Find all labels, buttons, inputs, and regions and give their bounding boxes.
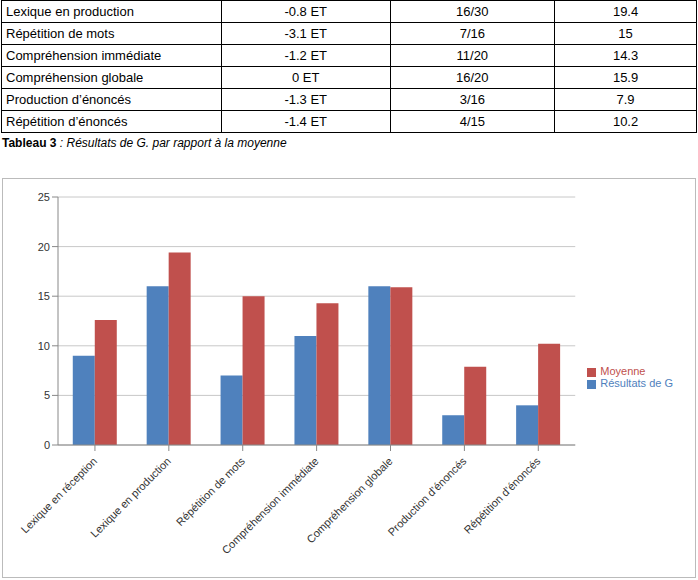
svg-text:Lexique en réception: Lexique en réception — [18, 455, 99, 536]
html-text:-1.2 ET: -1.2 ET — [284, 48, 327, 63]
html-text:Répétition d’énoncés: Répétition d’énoncés — [6, 114, 128, 129]
svg-text:0: 0 — [44, 439, 50, 451]
html-text:7.9: 7.9 — [616, 92, 635, 107]
html-text:Répétition de mots: Répétition de mots — [6, 26, 115, 41]
html-text:Tableau 3 : Résultats de G. pa: Tableau 3 : Résultats de G. par rapport … — [2, 136, 287, 150]
html-text:-1.3 ET: -1.3 ET — [284, 92, 327, 107]
svg-text:20: 20 — [38, 241, 50, 253]
html-text:19.4: 19.4 — [612, 4, 639, 19]
html-text:16/20: 16/20 — [456, 70, 489, 85]
html-text:10.2: 10.2 — [612, 114, 639, 129]
html-text:0 ET: 0 ET — [292, 70, 320, 85]
html-text:-0.8 ET: -0.8 ET — [284, 4, 327, 19]
svg-text:Répétition d’énoncés: Répétition d’énoncés — [461, 454, 542, 535]
svg-text:Production d’énoncés: Production d’énoncés — [385, 454, 469, 538]
html-text:Compréhension immédiate: Compréhension immédiate — [6, 48, 162, 63]
html-text:4/15: 4/15 — [459, 114, 485, 129]
html-text:-1.4 ET: -1.4 ET — [284, 114, 327, 129]
html-text:11/20: 11/20 — [456, 48, 489, 63]
svg-text:Répétition de mots: Répétition de mots — [174, 454, 248, 528]
html-text:15.9: 15.9 — [612, 70, 639, 85]
svg-text:25: 25 — [38, 191, 50, 203]
svg-text:Compréhension globale: Compréhension globale — [304, 455, 395, 546]
svg-text:Compréhension immédiate: Compréhension immédiate — [219, 455, 320, 556]
html-text:Résultats de G: Résultats de G — [600, 377, 673, 389]
html-text:14.3: 14.3 — [612, 48, 639, 63]
svg-text:Lexique en production: Lexique en production — [88, 455, 173, 540]
svg-text:15: 15 — [38, 290, 50, 302]
svg-text:5: 5 — [44, 389, 50, 401]
svg-text:10: 10 — [38, 340, 50, 352]
html-text:Moyenne: Moyenne — [600, 365, 646, 377]
html-text:7/16: 7/16 — [459, 26, 485, 41]
html-text:16/30: 16/30 — [456, 4, 489, 19]
html-text:Compréhension globale: Compréhension globale — [6, 70, 144, 85]
html-text:3/16: 3/16 — [459, 92, 485, 107]
html-text:Lexique en production: Lexique en production — [6, 4, 134, 19]
html-text:Production d’énoncés: Production d’énoncés — [6, 92, 131, 107]
html-text:15: 15 — [618, 26, 633, 41]
html-text:-3.1 ET: -3.1 ET — [284, 26, 327, 41]
